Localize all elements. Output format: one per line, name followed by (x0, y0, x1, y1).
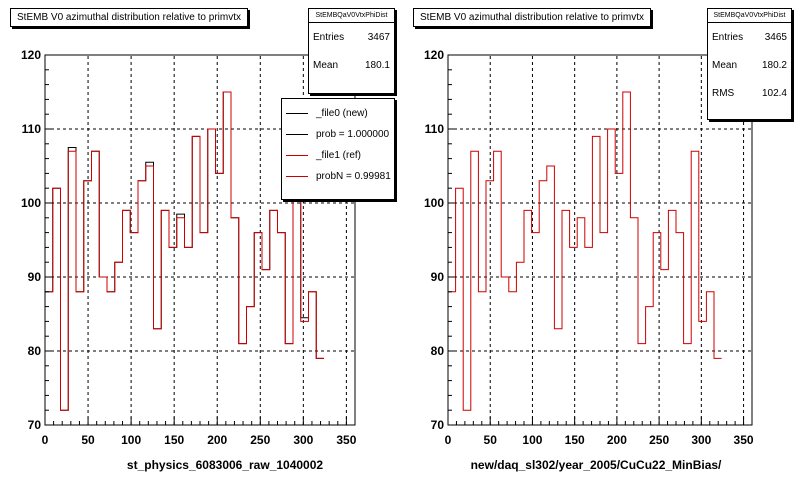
left-xtick-label-5: 250 (250, 433, 270, 447)
left-legend: _file0 (new) prob = 1.000000 _file1 (ref… (281, 98, 395, 200)
right-xtick-label-0: 0 (445, 433, 452, 447)
right-ytick-label-5: 120 (424, 48, 444, 62)
right-entries-value: 3465 (764, 31, 787, 43)
right-xtick-label-2: 100 (522, 433, 542, 447)
right-xtick-label-5: 250 (649, 433, 669, 447)
legend-label-probn: probN = 0.99981 (316, 171, 391, 182)
legend-entry-prob: prob = 1.000000 (282, 124, 394, 145)
right-ytick-label-2: 90 (431, 270, 445, 284)
left-ytick-label-1: 80 (28, 344, 42, 358)
right-ytick-label-0: 70 (431, 418, 445, 432)
left-xtick-label-1: 50 (81, 433, 95, 447)
left-series-1-line (45, 91, 324, 411)
right-xtick-label-7: 350 (734, 433, 754, 447)
legend-label-file0: _file0 (new) (316, 108, 368, 119)
left-xtick-label-0: 0 (42, 433, 49, 447)
left-xtick-label-3: 150 (164, 433, 184, 447)
left-entries-value: 3467 (367, 31, 390, 43)
legend-swatch-prob (286, 134, 308, 135)
left-mean-label: Mean (313, 59, 339, 71)
left-stats-name: StEMBQaV0VtxPhiDist (309, 9, 394, 23)
right-rms-label: RMS (712, 87, 735, 99)
left-stats-box: StEMBQaV0VtxPhiDist Entries 3467 Mean 180.… (308, 8, 395, 94)
right-mean-value: 180.2 (761, 59, 787, 71)
left-xtick-label-6: 300 (293, 433, 313, 447)
legend-label-prob: prob = 1.000000 (316, 129, 390, 140)
right-mean-label: Mean (712, 59, 738, 71)
right-rms-value: 102.4 (761, 87, 787, 99)
left-ytick-label-5: 120 (21, 48, 41, 62)
right-stats-name: StEMBQaV0VtxPhiDist (708, 9, 791, 23)
left-xtick-label-7: 350 (336, 433, 356, 447)
right-entries-label: Entries (712, 31, 744, 43)
legend-entry-file0: _file0 (new) (282, 103, 394, 124)
left-entries-label: Entries (313, 31, 345, 43)
right-stats-box: StEMBQaV0VtxPhiDist Entries 3465 Mean 180.… (707, 8, 792, 120)
left-xtick-label-4: 200 (207, 433, 227, 447)
right-ytick-label-1: 80 (431, 344, 445, 358)
right-x-axis-title: new/daq_sl302/year_2005/CuCu22_MinBias/ (470, 458, 722, 472)
legend-label-file1: _file1 (ref) (316, 150, 362, 161)
left-chart-title: StEMB V0 azimuthal distribution relative… (10, 8, 248, 27)
legend-swatch-file0 (286, 113, 308, 114)
legend-entry-probn: probN = 0.99981 (282, 166, 394, 187)
right-xtick-label-3: 150 (565, 433, 585, 447)
right-chart-title: StEMB V0 azimuthal distribution relative… (413, 8, 651, 27)
left-ytick-label-4: 110 (22, 122, 42, 136)
left-ytick-label-0: 70 (28, 418, 42, 432)
left-xtick-label-2: 100 (121, 433, 141, 447)
legend-entry-file1: _file1 (ref) (282, 145, 394, 166)
left-x-axis-title: st_physics_6083006_raw_1040002 (126, 458, 324, 472)
right-xtick-label-4: 200 (607, 433, 627, 447)
legend-swatch-probn (286, 176, 308, 177)
left-ytick-label-3: 100 (21, 196, 41, 210)
left-ytick-label-2: 90 (28, 270, 42, 284)
right-xtick-label-6: 300 (691, 433, 711, 447)
right-ytick-label-3: 100 (424, 196, 444, 210)
right-xtick-label-1: 50 (484, 433, 498, 447)
right-ytick-label-4: 110 (425, 122, 445, 136)
legend-swatch-file1 (286, 155, 308, 156)
right-series-0-line (448, 91, 722, 411)
left-mean-value: 180.1 (364, 59, 390, 71)
